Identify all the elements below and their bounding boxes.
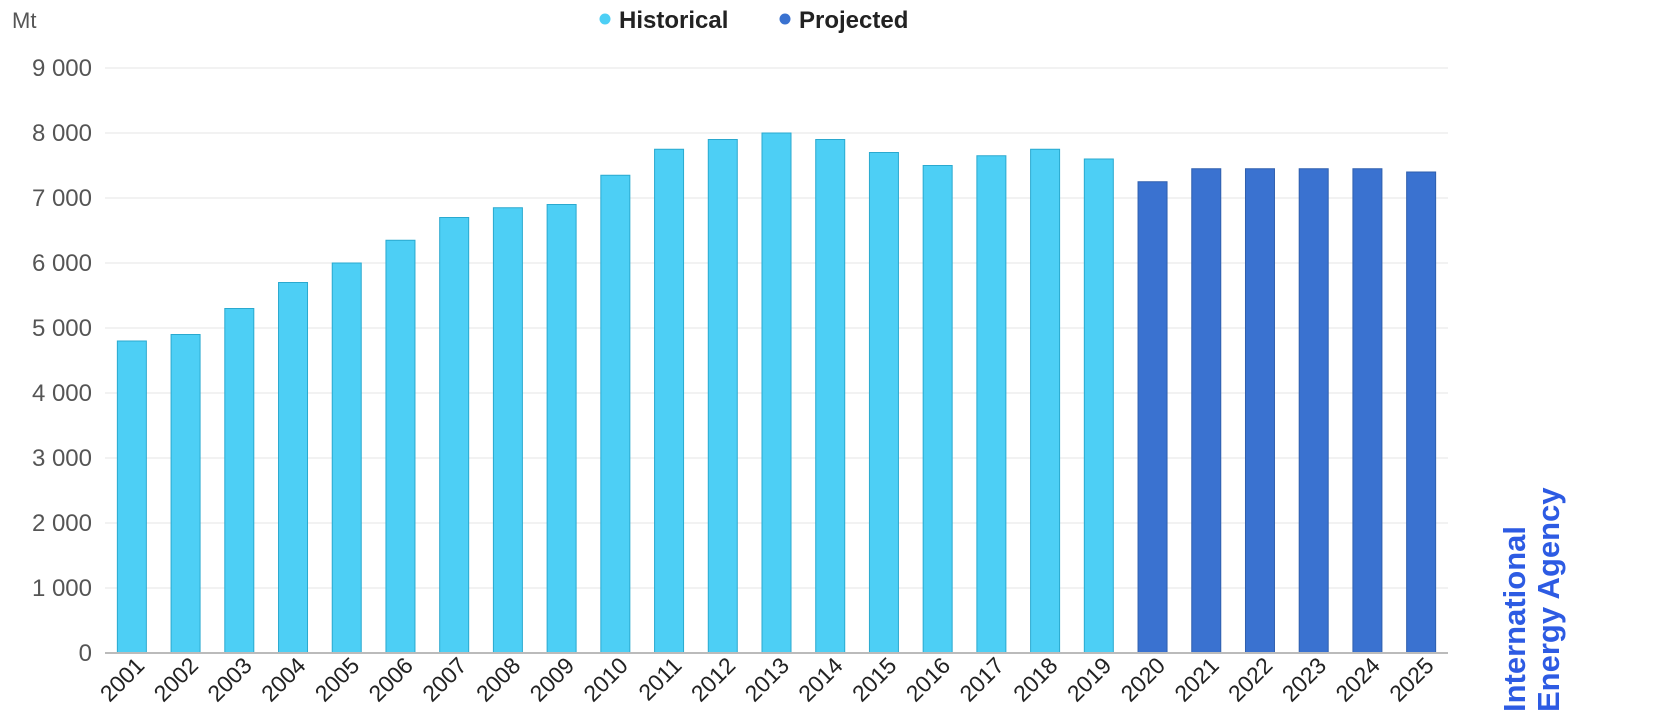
x-tick-label: 2025 [1384,652,1439,707]
bar-2005 [331,262,362,654]
x-tick-label: 2014 [793,652,848,707]
bar-2014 [815,139,846,654]
legend-label-historical: Historical [619,7,728,34]
bar-2011 [654,148,685,654]
bars [116,132,1437,654]
bar-2004 [278,282,309,654]
watermark-line-1: International [1497,526,1532,712]
y-tick-label: 7 000 [32,185,92,212]
bar-2003 [224,308,255,654]
y-axis-unit-label: Mt [12,8,36,33]
y-tick-label: 9 000 [32,55,92,82]
x-tick-label: 2007 [417,652,472,707]
x-tick-label: 2015 [847,652,902,707]
x-tick-label: 2005 [310,652,365,707]
bar-2017 [976,155,1007,654]
x-tick-label: 2023 [1277,652,1332,707]
bar-2021 [1191,168,1222,654]
x-axis-labels: 2001 2002 2003 2004 2005 2006 2007 2008 2009 2010… [95,652,1439,707]
bar-2008 [492,207,523,654]
y-tick-label: 3 000 [32,445,92,472]
bar-2020 [1137,181,1168,654]
bar-2013 [761,132,792,654]
watermark-line-2: Energy Agency [1531,487,1566,712]
x-tick-label: 2019 [1062,652,1117,707]
x-tick-label: 2024 [1330,652,1385,707]
x-tick-label: 2012 [686,652,741,707]
x-tick-label: 2020 [1116,652,1171,707]
legend-marker-historical [599,13,611,25]
x-tick-label: 2017 [954,652,1009,707]
bar-2010 [600,174,631,654]
bar-2022 [1244,168,1275,654]
x-tick-label: 2008 [471,652,526,707]
x-tick-label: 2009 [525,652,580,707]
bar-2016 [922,165,953,654]
bar-2015 [868,152,899,654]
bar-2018 [1030,148,1061,654]
y-tick-label: 6 000 [32,250,92,277]
y-tick-label: 0 [79,640,92,667]
x-tick-label: 2013 [739,652,794,707]
x-tick-label: 2018 [1008,652,1063,707]
bar-2019 [1083,158,1114,654]
legend: Historical Projected [599,7,908,34]
bar-2023 [1298,168,1329,654]
y-tick-label: 1 000 [32,575,92,602]
x-tick-label: 2004 [256,652,311,707]
bar-2012 [707,139,738,654]
y-tick-label: 8 000 [32,120,92,147]
y-tick-label: 4 000 [32,380,92,407]
y-tick-label: 5 000 [32,315,92,342]
bar-2006 [385,239,416,654]
x-tick-label: 2022 [1223,652,1278,707]
x-tick-label: 2011 [633,652,686,705]
bar-2002 [170,334,201,654]
legend-label-projected: Projected [799,7,908,34]
bar-2024 [1352,168,1383,654]
bar-2025 [1406,171,1437,654]
x-tick-label: 2021 [1169,652,1224,707]
bar-2001 [116,340,147,654]
y-axis-ticks: 0 1 000 2 000 3 000 4 000 5 000 6 000 7 000 8 00… [32,55,92,667]
y-tick-label: 2 000 [32,510,92,537]
watermark-logo: International Energy Agency [1497,487,1566,712]
x-tick-label: 2003 [202,652,257,707]
x-tick-label: 2001 [95,652,150,707]
bar-2007 [439,217,470,654]
x-tick-label: 2010 [578,652,633,707]
bar-2009 [546,204,577,654]
x-tick-label: 2002 [149,652,204,707]
legend-marker-projected [779,13,791,25]
x-tick-label: 2016 [901,652,956,707]
x-tick-label: 2006 [363,652,418,707]
